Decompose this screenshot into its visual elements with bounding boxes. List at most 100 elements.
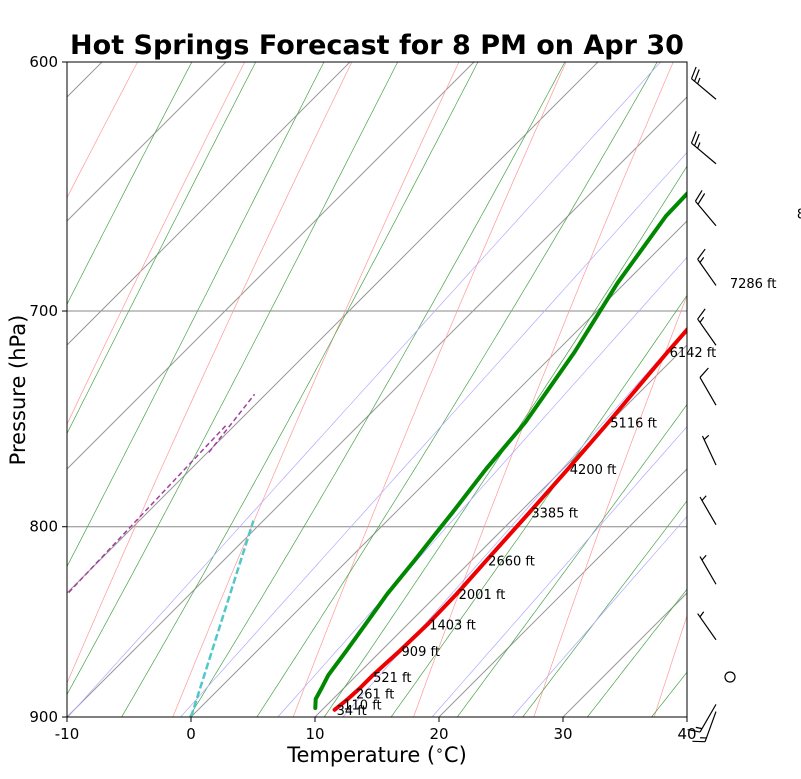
isotherm-line [67,96,687,717]
mixing-line [67,424,228,596]
dry-adiabat-line [533,294,687,717]
wind-barb-flag [699,367,709,378]
height-label: 2660 ft [488,555,535,570]
wind-barb-shaft [691,78,717,100]
height-label: 110 ft [343,698,381,713]
isotherm-line [314,344,687,717]
wind-barb [699,554,717,585]
height-label: 5116 ft [610,416,657,431]
dry-adiabat-line [292,62,567,717]
wind-barb-flag [697,308,706,320]
wind-barb [690,66,717,100]
x-tick-label: 0 [186,725,196,743]
height-label: 3385 ft [531,507,578,522]
wind-barb-flag [701,554,707,561]
wind-barb-flag [693,69,700,82]
moist-adiabat-line [390,294,687,717]
dry-adiabat-line [653,614,687,717]
wind-barb-shaft [697,613,717,641]
wind-barb [701,434,717,466]
wind-barb-flag [699,257,705,263]
y-tick-label: 900 [29,708,58,726]
wind-barb-flag [697,193,706,205]
wind-barb-shaft [699,556,717,585]
moist-adiabat-line [188,62,566,717]
wind-barb-flag [695,726,703,730]
moist-adiabat-line [67,62,193,306]
height-label: 8560 ft [797,208,801,223]
dewpoint-profile-line [313,190,687,710]
temperature-profile-line [332,326,687,712]
wind-barb [694,190,717,227]
mixing-ratio-line [431,426,687,717]
wind-barb-shaft [691,142,717,165]
y-tick-label: 800 [29,518,58,536]
x-tick-label: 30 [553,725,572,743]
moist-adiabat-line [323,165,687,717]
wind-barb-flag [699,611,705,618]
wind-barb-flag [703,434,710,441]
moist-adiabat-line [121,62,479,717]
wind-barb [692,711,717,743]
height-label: 521 ft [373,671,411,686]
height-label: 6142 ft [670,346,717,361]
mixing-ratio-line [512,515,687,717]
y-tick-label: 600 [29,53,58,71]
wind-barb [690,131,717,165]
isotherm-line [190,220,687,717]
height-label: 909 ft [402,645,440,660]
moist-adiabat-line [67,62,399,696]
mixing-line [208,393,256,453]
wind-barb [699,495,717,526]
dry-adiabat-line [67,62,138,199]
wind-barb-shaft [697,258,717,286]
height-label: 7286 ft [730,277,777,292]
moist-adiabat-line [256,62,658,717]
moist-adiabat-line [457,403,687,717]
wind-barb-shaft [701,435,717,466]
mixing-ratio-line [67,62,661,717]
height-label: 34 ft [337,704,367,719]
wind-barb-flag [693,133,700,146]
wind-barb-flag [690,66,697,79]
wind-barb-flag [697,77,701,85]
dry-adiabat-line [172,62,460,717]
height-label: 2001 ft [459,588,506,603]
wind-barb [697,308,717,346]
wind-barb-flag [697,142,701,149]
chart-title: Hot Springs Forecast for 8 PM on Apr 30 [70,30,684,61]
wind-barb [699,367,717,406]
isotherm-line [438,468,687,717]
axis-ticks: -10 0 10 20 30 40 600 700 800 900 [29,53,696,743]
wind-barbs [687,66,736,743]
wind-barb [687,704,717,733]
height-label: 4200 ft [570,463,617,478]
height-label: 1403 ft [429,619,476,634]
wind-barb-flag [697,248,706,260]
height-label: 261 ft [356,687,394,702]
dry-adiabat-line [67,62,353,684]
isotherm-line [67,62,599,594]
profiles [313,190,687,712]
mixing-ratio-line [277,256,687,717]
y-axis-label: Pressure (hPa) [6,315,30,466]
wind-barb-calm [724,671,736,683]
y-tick-label: 700 [29,302,58,320]
wind-barb-flag [687,728,701,733]
wind-barb-flag [690,131,697,144]
wind-barb-shaft [699,377,717,406]
wind-barb-shaft [704,711,717,742]
x-tick-label: 10 [305,725,324,743]
parcel-profile-line [189,520,255,717]
isotherm-line [67,62,475,470]
wind-barb-flag [701,495,707,501]
wind-barb-shaft [694,200,717,227]
wind-barb [697,248,717,286]
wind-barb-flag [694,190,703,202]
x-tick-label: 20 [429,725,448,743]
isotherm-line [67,62,227,222]
mixing-ratio-line [180,151,687,717]
wind-barb-flag [699,316,705,323]
